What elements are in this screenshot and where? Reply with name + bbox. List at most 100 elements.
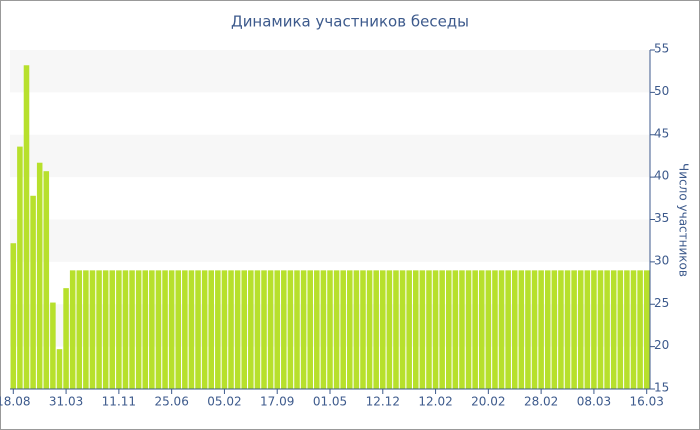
bar [162,270,168,389]
bar [96,270,102,389]
bar [215,270,221,389]
bar [617,270,624,389]
bar [413,270,419,389]
bar [360,270,366,389]
bar [445,270,452,389]
bar [109,270,116,389]
bar [393,270,399,389]
bar [175,270,182,389]
bar [241,270,247,389]
bar [577,270,584,389]
bar [327,270,333,389]
grid-band [10,219,650,262]
chart-title: Динамика участников беседы [231,13,469,31]
bar [478,270,485,389]
bar [254,270,261,389]
x-tick-label: 11.11 [102,395,136,409]
bar [320,270,327,389]
bar [36,162,43,389]
x-tick-label: 08.03 [577,395,611,409]
bar [604,270,610,389]
bar [544,270,551,389]
bar [637,270,643,389]
bar [485,270,492,389]
bar [386,270,393,389]
x-tick-label: 05.02 [207,395,241,409]
bar [584,270,591,389]
bar [248,270,254,389]
bar [76,270,83,389]
y-tick-label: 30 [654,253,669,267]
bar [307,270,313,389]
x-tick-label: 20.02 [471,395,505,409]
bar [610,270,617,389]
y-axis-label: Число участников [677,163,691,277]
bar [511,270,518,389]
bar [234,270,241,389]
bar [643,270,650,389]
bar [419,270,426,389]
bar [564,270,571,389]
bar [432,270,439,389]
bar [459,270,465,389]
bar [135,270,142,389]
bar [89,270,96,389]
bar [294,270,300,389]
y-tick-label: 55 [654,42,669,56]
bar [333,270,340,389]
bar [399,270,406,389]
bar [142,270,149,389]
bar [538,270,544,389]
bar [452,270,459,389]
bar [69,270,76,389]
x-tick-label: 28.02 [524,395,558,409]
bar [373,270,379,389]
bar [531,270,538,389]
x-tick-label: 16.03 [630,395,664,409]
bar [551,270,558,389]
bar [168,270,175,389]
x-tick-label: 12.12 [366,395,400,409]
bar [201,270,208,389]
bar [10,243,17,389]
bar [30,195,36,389]
bar [155,270,162,389]
bar [17,146,23,389]
x-tick-label: 18.08 [0,395,30,409]
bar [630,270,637,389]
bar [221,270,228,389]
bar [195,270,201,389]
bar [492,270,498,389]
bar [300,270,307,389]
bar [597,270,604,389]
bar [43,171,50,389]
bar [274,270,280,389]
bar [261,270,267,389]
bar [498,270,505,389]
y-tick-label: 40 [654,169,669,183]
y-tick-label: 50 [654,84,669,98]
bar [525,270,531,389]
x-tick-label: 12.02 [418,395,452,409]
bar [353,270,360,389]
bar [83,270,89,389]
y-tick-label: 15 [654,381,669,395]
bar [591,270,597,389]
bar [426,270,432,389]
bar [182,270,188,389]
bar [518,270,525,389]
bar [228,270,234,389]
bar [129,270,135,389]
bar [472,270,478,389]
x-tick-label: 17.09 [260,395,294,409]
bar [406,270,412,389]
y-tick-label: 35 [654,211,669,225]
bar [149,270,155,389]
bar [281,270,287,389]
bar [558,270,564,389]
y-tick-label: 45 [654,126,669,140]
bar [439,270,445,389]
bar [571,270,577,389]
x-tick-label: 25.06 [154,395,188,409]
